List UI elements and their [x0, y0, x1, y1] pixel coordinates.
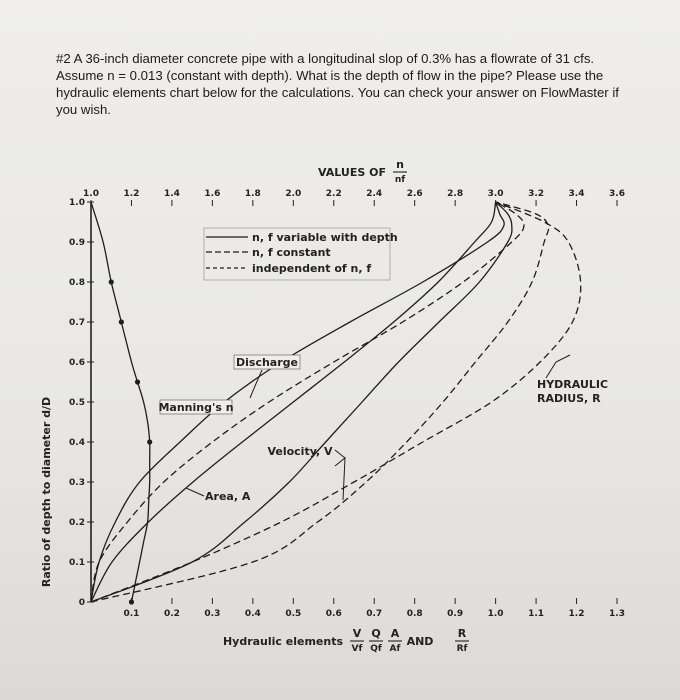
mannings-point [128, 599, 135, 605]
series-curve [90, 201, 582, 603]
legend-label: n, f constant [252, 246, 331, 259]
question-text: #2 A 36-inch diameter concrete pipe with… [56, 50, 656, 118]
bottom-tick-label: 1.1 [528, 609, 544, 619]
mannings-point [134, 379, 141, 385]
series-curve [90, 201, 525, 603]
mannings-label: Manning's n [158, 401, 233, 414]
mannings-label-box [159, 399, 233, 415]
y-tick-label: 0.8 [69, 278, 85, 288]
bottom-axis-fraction-den: Vf [352, 644, 363, 654]
bottom-tick-label: 0.6 [326, 609, 342, 619]
bottom-tick-label: 1.2 [569, 609, 585, 619]
y-tick-label: 0.2 [69, 518, 85, 528]
top-tick-label: 1.4 [164, 189, 180, 199]
y-tick-label: 0.5 [69, 398, 85, 408]
discharge-pointer [249, 369, 263, 399]
top-tick-label: 2.4 [366, 189, 382, 199]
y-tick-label: 0.6 [69, 358, 85, 368]
discharge-label: Discharge [236, 356, 298, 369]
top-axis-fraction-den: nf [395, 175, 405, 185]
bottom-axis-fraction-den: Rf [457, 644, 468, 654]
question-line: Assume n = 0.013 (constant with depth). … [56, 68, 604, 83]
velocity-label: Velocity, V [267, 445, 333, 458]
top-tick-label: 1.0 [83, 189, 99, 199]
bottom-tick-label: 0.7 [366, 609, 382, 619]
hydraulic-radius-pointer [545, 354, 571, 379]
mannings-point [118, 319, 124, 325]
top-tick-label: 1.8 [245, 189, 261, 199]
bottom-axis-fraction-num: R [458, 627, 467, 640]
top-tick-label: 3.0 [488, 189, 504, 199]
bottom-axis-fraction-den: Qf [370, 644, 382, 654]
bottom-tick-label: 0.1 [123, 609, 139, 619]
y-tick-label: 0.4 [69, 438, 85, 448]
bottom-tick-label: 0.2 [164, 609, 180, 619]
y-axis-title: Ratio of depth to diameter d/D [40, 397, 53, 587]
series-curve [90, 201, 513, 603]
area-label: Area, A [205, 490, 251, 503]
top-tick-label: 2.6 [407, 189, 423, 199]
bottom-tick-label: 0.5 [285, 609, 301, 619]
y-tick-label: 1.0 [69, 198, 85, 208]
y-tick-label: 0.3 [69, 478, 85, 488]
question-line: #2 A 36-inch diameter concrete pipe with… [56, 51, 595, 66]
series-curve [90, 201, 497, 603]
top-axis-fraction-num: n [396, 158, 404, 171]
top-tick-label: 1.6 [204, 189, 220, 199]
bottom-axis-fraction-num: A [391, 627, 400, 640]
top-tick-label: 2.0 [285, 189, 301, 199]
top-axis-title: VALUES OF [318, 166, 386, 179]
legend-box [203, 227, 391, 281]
y-tick-label: 0 [79, 598, 85, 608]
hydraulic-radius-label: RADIUS, R [537, 392, 601, 405]
y-tick-label: 0.7 [69, 318, 85, 328]
legend-label: independent of n, f [252, 262, 371, 275]
series-curve [90, 201, 151, 603]
mannings-point [147, 439, 153, 445]
mannings-point [108, 279, 114, 285]
bottom-axis-fraction-num: V [353, 627, 362, 640]
bottom-tick-label: 0.4 [245, 609, 261, 619]
legend-label: n, f variable with depth [252, 231, 398, 244]
bottom-tick-label: 1.3 [609, 609, 625, 619]
chart-labels: n, f variable with depth n, f constant ind… [158, 227, 608, 503]
series-curve [90, 201, 550, 603]
top-tick-label: 1.2 [123, 189, 139, 199]
top-tick-label: 2.8 [447, 189, 463, 199]
chart-axes: 0 0.1 0.2 0.3 0.4 0.5 0.6 0.7 0.8 0.9 1.0 Ratio of … [40, 158, 625, 654]
hydraulic-radius-label: HYDRAULIC [537, 378, 608, 391]
velocity-pointer [334, 449, 346, 501]
y-tick-label: 0.1 [69, 558, 85, 568]
bottom-axis-fraction-den: Af [390, 644, 401, 654]
top-tick-label: 3.4 [569, 189, 585, 199]
top-tick-label: 3.6 [609, 189, 625, 199]
bottom-axis-and: AND [407, 635, 434, 648]
bottom-axis-fraction-num: Q [371, 627, 380, 640]
question-line: you wish. [56, 102, 111, 117]
bottom-tick-label: 0.3 [204, 609, 220, 619]
bottom-tick-label: 0.8 [407, 609, 423, 619]
discharge-label-box [233, 354, 301, 370]
top-tick-label: 2.2 [326, 189, 342, 199]
y-tick-label: 0.9 [69, 238, 85, 248]
area-pointer [185, 487, 205, 497]
question-line: hydraulic elements chart below for the c… [56, 85, 619, 100]
bottom-tick-label: 0.9 [447, 609, 463, 619]
top-tick-label: 3.2 [528, 189, 544, 199]
bottom-tick-label: 1.0 [488, 609, 504, 619]
bottom-axis-title: Hydraulic elements [223, 635, 344, 648]
